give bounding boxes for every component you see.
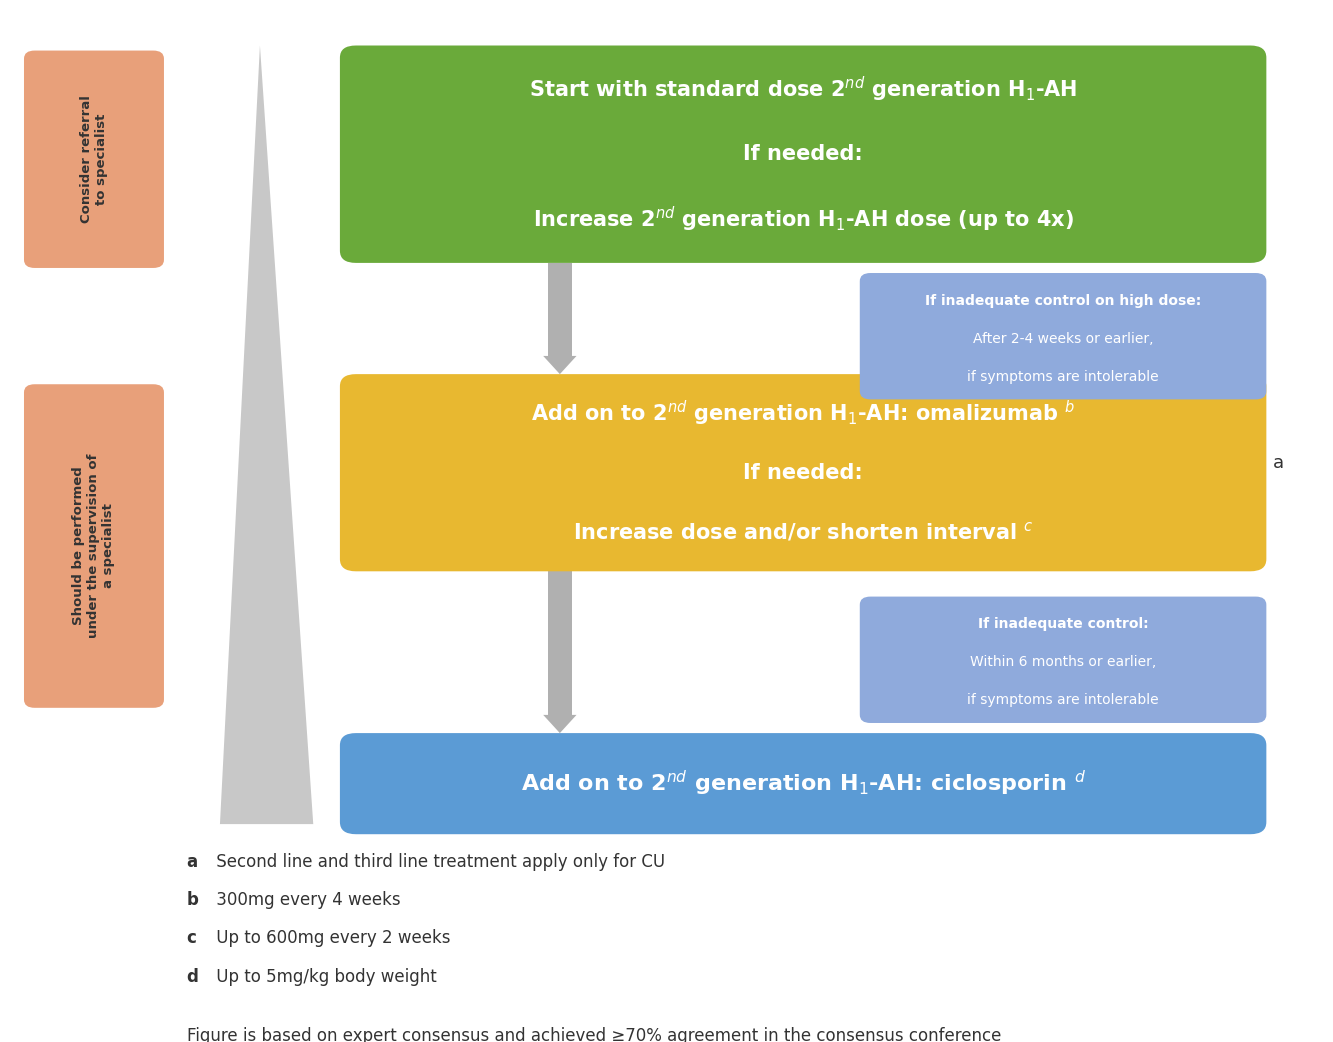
FancyBboxPatch shape bbox=[24, 51, 164, 268]
Text: c: c bbox=[187, 929, 196, 947]
Text: 300mg every 4 weeks: 300mg every 4 weeks bbox=[211, 891, 400, 909]
Polygon shape bbox=[544, 715, 577, 734]
Text: Up to 5mg/kg body weight: Up to 5mg/kg body weight bbox=[211, 968, 436, 986]
Text: If needed:: If needed: bbox=[744, 463, 862, 482]
FancyBboxPatch shape bbox=[340, 374, 1266, 571]
Text: d: d bbox=[187, 968, 199, 986]
FancyBboxPatch shape bbox=[24, 384, 164, 708]
Text: Add on to 2$^{nd}$ generation H$_1$-AH: omalizumab $^b$: Add on to 2$^{nd}$ generation H$_1$-AH: … bbox=[531, 399, 1076, 428]
Text: if symptoms are intolerable: if symptoms are intolerable bbox=[968, 370, 1158, 383]
Polygon shape bbox=[544, 356, 577, 374]
Text: b: b bbox=[187, 891, 199, 909]
Text: if symptoms are intolerable: if symptoms are intolerable bbox=[968, 693, 1158, 708]
Text: Increase 2$^{nd}$ generation H$_1$-AH dose (up to 4x): Increase 2$^{nd}$ generation H$_1$-AH do… bbox=[533, 205, 1073, 234]
Text: Increase dose and/or shorten interval $^c$: Increase dose and/or shorten interval $^… bbox=[573, 520, 1033, 543]
Text: Should be performed
under the supervision of
a specialist: Should be performed under the supervisio… bbox=[72, 453, 116, 639]
FancyBboxPatch shape bbox=[860, 273, 1266, 399]
Text: Add on to 2$^{nd}$ generation H$_1$-AH: ciclosporin $^d$: Add on to 2$^{nd}$ generation H$_1$-AH: … bbox=[521, 769, 1085, 798]
Text: a: a bbox=[187, 852, 197, 870]
Text: If needed:: If needed: bbox=[744, 144, 862, 165]
Text: Consider referral
to specialist: Consider referral to specialist bbox=[80, 95, 108, 223]
Text: a: a bbox=[1273, 454, 1284, 472]
Text: Start with standard dose 2$^{nd}$ generation H$_1$-AH: Start with standard dose 2$^{nd}$ genera… bbox=[529, 74, 1077, 103]
FancyBboxPatch shape bbox=[340, 734, 1266, 835]
Text: If inadequate control:: If inadequate control: bbox=[977, 618, 1149, 631]
Bar bbox=[548, 571, 572, 715]
Polygon shape bbox=[220, 46, 313, 824]
Text: Up to 600mg every 2 weeks: Up to 600mg every 2 weeks bbox=[211, 929, 451, 947]
Text: Figure is based on expert consensus and achieved ≥70% agreement in the consensus: Figure is based on expert consensus and … bbox=[187, 1027, 1001, 1042]
FancyBboxPatch shape bbox=[860, 597, 1266, 723]
Text: If inadequate control on high dose:: If inadequate control on high dose: bbox=[925, 294, 1201, 307]
FancyBboxPatch shape bbox=[340, 46, 1266, 263]
Text: After 2-4 weeks or earlier,: After 2-4 weeks or earlier, bbox=[973, 331, 1153, 346]
Text: Within 6 months or earlier,: Within 6 months or earlier, bbox=[970, 655, 1156, 669]
Bar bbox=[548, 263, 572, 356]
Text: Second line and third line treatment apply only for CU: Second line and third line treatment app… bbox=[211, 852, 665, 870]
